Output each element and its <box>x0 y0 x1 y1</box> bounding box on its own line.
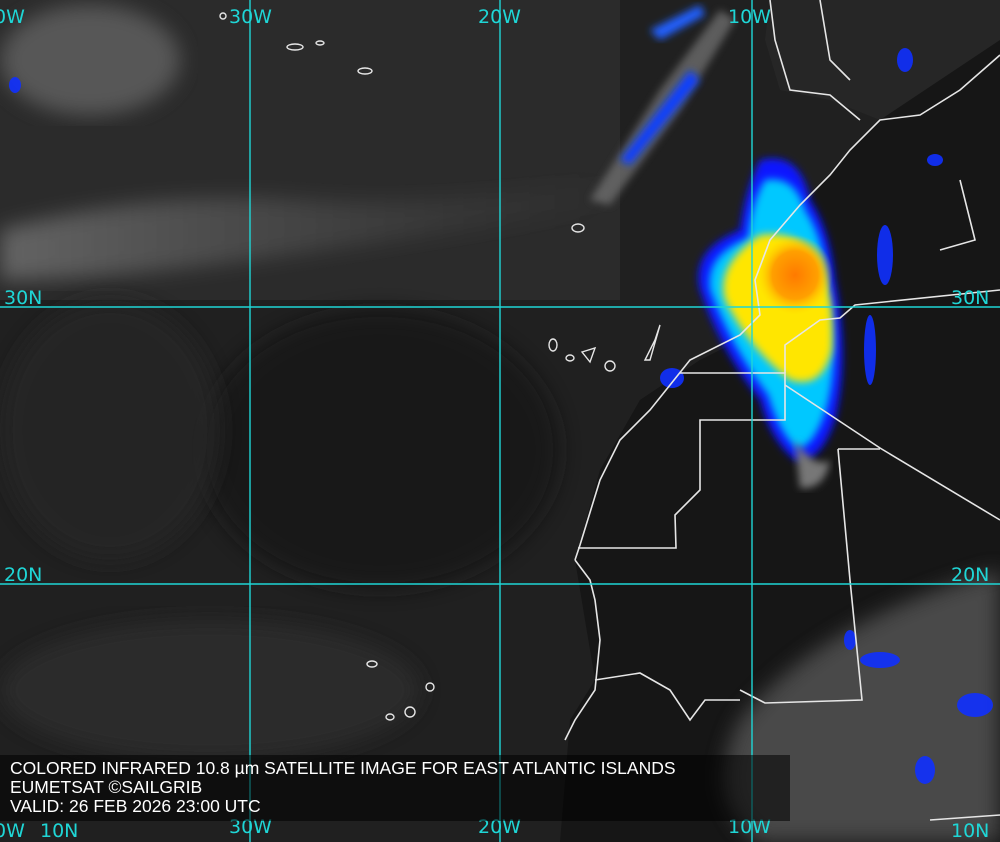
longitude-label: 10W <box>728 6 771 28</box>
longitude-label: 20W <box>478 6 521 28</box>
latitude-label: 20N <box>4 564 43 586</box>
cloud-patch <box>0 5 180 115</box>
cold-cloud-cells <box>9 48 993 784</box>
image-caption: COLORED INFRARED 10.8 µm SATELLITE IMAGE… <box>10 759 676 816</box>
latitude-label: 10N <box>951 820 990 842</box>
longitude-label: 0W <box>0 820 25 842</box>
longitude-label: 30W <box>229 6 272 28</box>
coastlines-borders <box>564 0 1000 821</box>
latitude-label: 10N <box>40 820 79 842</box>
convective-cloud-system <box>698 158 843 489</box>
islands <box>219 12 661 721</box>
longitude-label: 10W <box>728 816 771 838</box>
latitude-label: 20N <box>951 564 990 586</box>
caption-title: COLORED INFRARED 10.8 µm SATELLITE IMAGE… <box>10 758 676 778</box>
latitude-label: 30N <box>4 287 43 309</box>
latitude-label: 30N <box>951 287 990 309</box>
cloud-band <box>0 170 620 280</box>
caption-credit: EUMETSAT ©SAILGRIB <box>10 777 203 797</box>
longitude-label: 30W <box>229 816 272 838</box>
longitude-label: 20W <box>478 816 521 838</box>
longitude-label: 0W <box>0 6 25 28</box>
caption-valid-time: VALID: 26 FEB 2026 23:00 UTC <box>10 796 261 816</box>
caption-background <box>0 755 790 821</box>
